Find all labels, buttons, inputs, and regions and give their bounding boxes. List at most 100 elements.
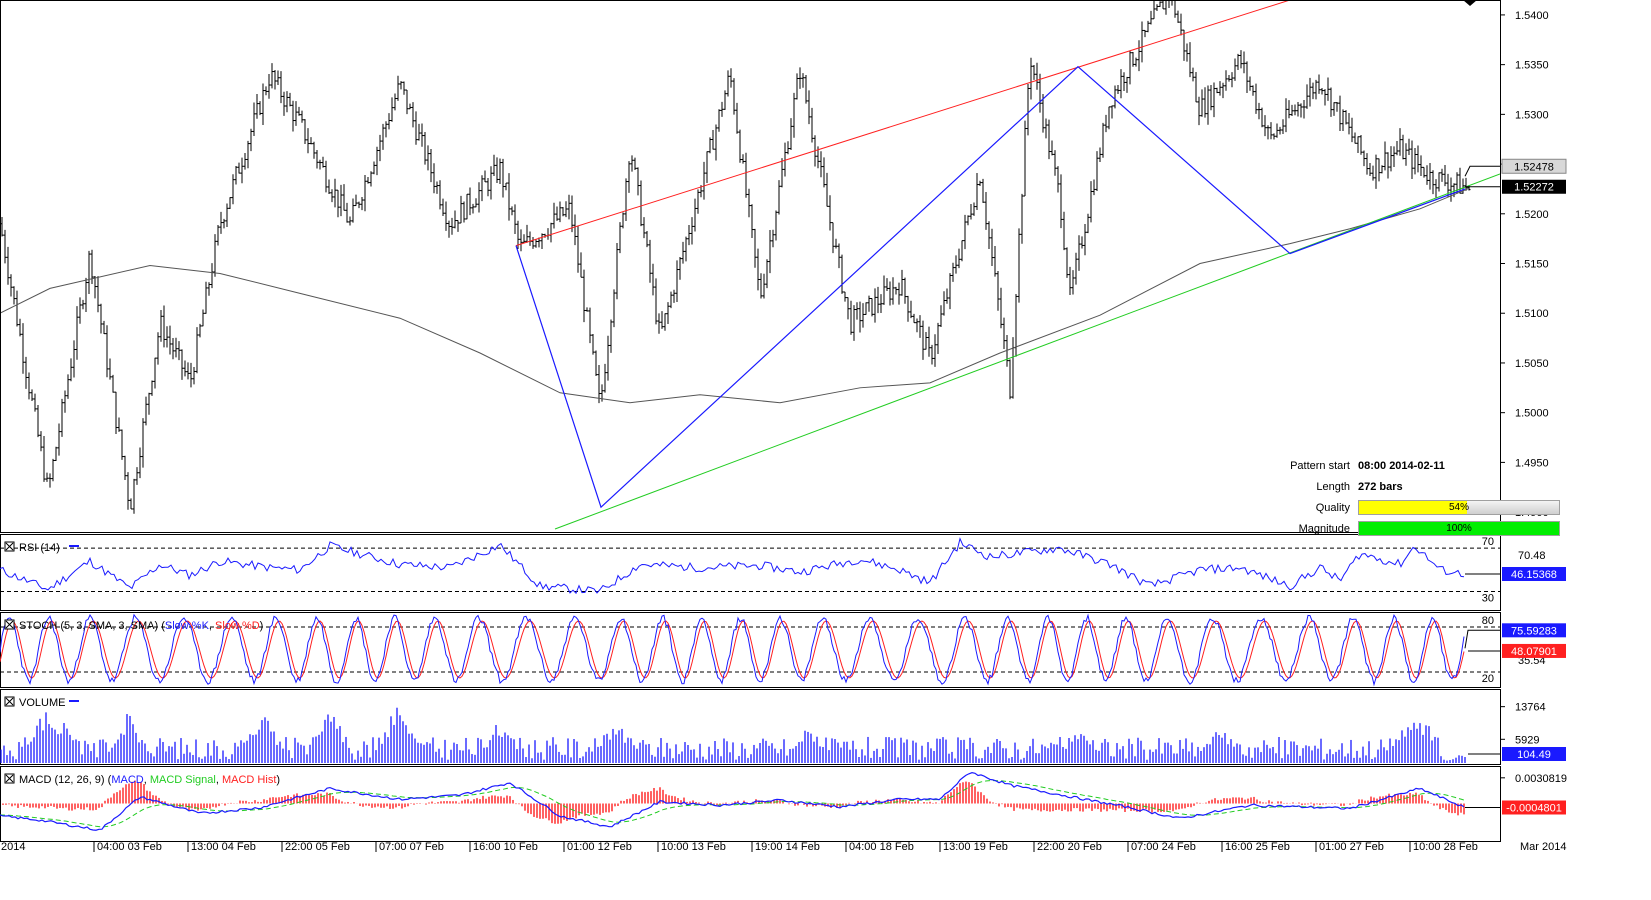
- magnitude-value: 100%: [1446, 523, 1472, 534]
- x-axis-label: 19:00 14 Feb: [755, 841, 820, 853]
- stoch-d-value-box: [1502, 643, 1566, 658]
- x-axis-label: 10:00 28 Feb: [1413, 841, 1478, 853]
- pattern-info-panel: Pattern start 08:00 2014-02-11 Length 27…: [1270, 456, 1560, 540]
- upper-price-box: [1501, 158, 1567, 174]
- stoch-k-value: 75.59283: [1511, 625, 1557, 637]
- macd-legend-sep2: ,: [216, 774, 222, 786]
- stoch-level-label: 20: [1482, 673, 1494, 685]
- rsi-close-icon-x: [5, 542, 14, 551]
- last-price-label: 1.52272: [1514, 182, 1554, 194]
- macd-panel-frame: [0, 766, 1501, 842]
- x-axis-label: 07:00 24 Feb: [1131, 841, 1196, 853]
- macd-y-tick-label: 0.0030819: [1515, 773, 1567, 785]
- macd-title-text: MACD (12, 26, 9) (: [19, 774, 112, 786]
- price-y-tick-label: 1.5100: [1515, 308, 1549, 320]
- rsi-level-label: 70: [1482, 536, 1494, 548]
- macd-last-value-box: [1502, 800, 1566, 815]
- price-y-tick-label: 1.5300: [1515, 109, 1549, 121]
- x-axis-label: 04:00 18 Feb: [849, 841, 914, 853]
- rsi-level-label: 30: [1482, 593, 1494, 605]
- stoch-level-label: 80: [1482, 615, 1494, 627]
- magnitude-bar: 100%: [1358, 521, 1560, 536]
- macd-legend-sep: ,: [144, 774, 150, 786]
- upper-price-label: 1.52478: [1514, 161, 1554, 173]
- price-y-tick-label: 1.5350: [1515, 60, 1549, 72]
- moving-average-line: [1, 187, 1471, 404]
- magnitude-bar-fill: [1359, 522, 1559, 535]
- stoch-legend-close: ): [260, 620, 264, 632]
- price-plot-area: [1, 1, 1500, 530]
- x-axis-label: 22:00 20 Feb: [1037, 841, 1102, 853]
- volume-close-icon-x: [5, 697, 14, 706]
- volume-last-value-box: [1502, 747, 1566, 761]
- x-axis-label: 16:00 25 Feb: [1225, 841, 1290, 853]
- stoch-title: STOCH (5, 3, SMA, 3, SMA) (Slow %K, Slow…: [19, 620, 263, 632]
- x-axis-label: 22:00 05 Feb: [285, 841, 350, 853]
- price-y-tick-label: 1.5050: [1515, 358, 1549, 370]
- x-axis-label: 16:00 10 Feb: [473, 841, 538, 853]
- resistance-line: [515, 1, 1289, 247]
- macd-signal-line: [0, 780, 1465, 828]
- rsi-side-label: 70.48: [1518, 550, 1546, 562]
- macd-close-icon-x: [5, 774, 14, 783]
- stoch-title-text: STOCH (5, 3, SMA, 3, SMA) (: [19, 620, 165, 632]
- quality-value: 54%: [1448, 502, 1469, 513]
- x-axis-label: 2014: [1, 841, 25, 853]
- pattern-magnitude-row: Magnitude 100%: [1270, 519, 1560, 540]
- macd-line: [0, 772, 1465, 831]
- stoch-k-value-box: [1502, 623, 1566, 638]
- rsi-line: [0, 537, 1465, 595]
- macd-legend-hist: MACD Hist: [222, 774, 276, 786]
- pattern-length-value: 272 bars: [1358, 481, 1403, 493]
- rsi-last-value-box: [1502, 567, 1566, 582]
- x-axis-label: 01:00 27 Feb: [1319, 841, 1384, 853]
- stoch-legend-slow-d: Slow %D: [215, 620, 260, 632]
- rsi-panel-frame: [0, 534, 1501, 611]
- pattern-quality-row: Quality 54%: [1270, 498, 1560, 519]
- pattern-length-row: Length 272 bars: [1270, 477, 1550, 498]
- stoch-close-icon-x: [5, 620, 14, 629]
- macd-title: MACD (12, 26, 9) (MACD, MACD Signal, MAC…: [19, 774, 280, 786]
- volume-title: VOLUME: [19, 697, 65, 709]
- price-y-tick-label: 1.5000: [1515, 408, 1549, 420]
- stoch-d-value: 48.07901: [1511, 646, 1557, 658]
- macd-legend-macd: MACD: [111, 774, 143, 786]
- pattern-length-label: Length: [1316, 481, 1350, 493]
- volume-y-tick-label: 5929: [1515, 734, 1539, 746]
- quality-bar-fill: [1359, 501, 1467, 514]
- macd-legend-close: ): [276, 774, 280, 786]
- pattern-magnitude-label: Magnitude: [1298, 523, 1350, 535]
- x-axis-label: 01:00 12 Feb: [567, 841, 632, 853]
- zigzag-line: [515, 65, 1466, 509]
- x-axis-label: 13:00 04 Feb: [191, 841, 256, 853]
- corner-arrow-icon: [1463, 0, 1477, 6]
- stoch-legend-slow-k: Slow %K: [165, 620, 210, 632]
- pattern-start-label: Pattern start: [1290, 460, 1350, 472]
- volume-last-value: 104.49: [1517, 749, 1551, 761]
- x-axis-label: 13:00 19 Feb: [943, 841, 1008, 853]
- macd-last-value: -0.0004801: [1506, 803, 1562, 815]
- stoch-slow-d-line: [0, 620, 1465, 679]
- price-y-tick-label: 1.5400: [1515, 10, 1549, 22]
- stoch-legend-sep: ,: [209, 620, 215, 632]
- rsi-title: RSI (14): [19, 542, 60, 554]
- volume-y-tick-label: 13764: [1515, 702, 1546, 714]
- pattern-start-row: Pattern start 08:00 2014-02-11: [1270, 456, 1550, 477]
- price-y-tick-label: 1.5200: [1515, 209, 1549, 221]
- x-axis-label: Mar 2014: [1520, 841, 1566, 853]
- x-axis-label: 07:00 07 Feb: [379, 841, 444, 853]
- pattern-quality-label: Quality: [1315, 502, 1350, 514]
- price-panel-frame: [0, 0, 1501, 533]
- price-y-tick-label: 1.4950: [1515, 457, 1549, 469]
- volume-panel-frame: [0, 689, 1501, 765]
- quality-bar: 54%: [1358, 500, 1560, 515]
- macd-legend-signal: MACD Signal: [150, 774, 216, 786]
- rsi-last-value: 46.15368: [1511, 569, 1557, 581]
- stoch-k-leader: [1464, 629, 1500, 649]
- price-y-tick-label: 1.5150: [1515, 259, 1549, 271]
- x-axis-label: 10:00 13 Feb: [661, 841, 726, 853]
- x-axis-label: 04:00 03 Feb: [97, 841, 162, 853]
- last-price-box: [1502, 179, 1566, 194]
- stoch-side-label: 35.54: [1518, 655, 1546, 667]
